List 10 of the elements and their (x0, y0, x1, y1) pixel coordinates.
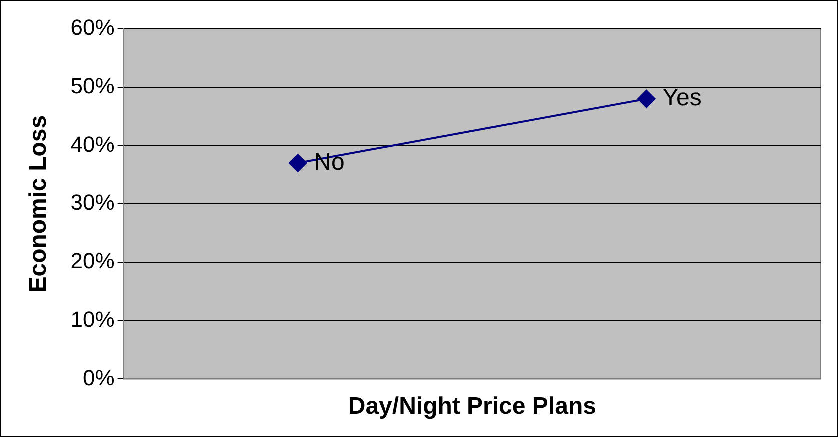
y-tick-label: 20% (70, 248, 115, 274)
x-axis-title: Day/Night Price Plans (348, 393, 596, 420)
y-tick-label: 30% (70, 190, 115, 216)
y-tick-label: 10% (70, 306, 115, 332)
y-tick-label: 0% (83, 365, 115, 390)
y-tick-label: 40% (70, 132, 115, 157)
y-axis-title: Economic Loss (25, 115, 52, 293)
y-tick-label: 50% (70, 73, 115, 98)
data-label: Yes (662, 84, 702, 112)
y-tick-label: 60% (70, 15, 115, 40)
